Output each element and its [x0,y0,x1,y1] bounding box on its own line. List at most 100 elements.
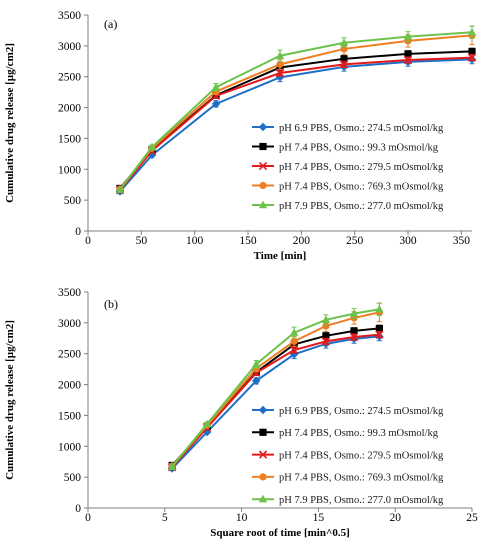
y-axis-title: Cumulative drug release [µg/cm2] [4,320,16,480]
legend-item: pH 7.4 PBS, Osmo.: 99.3 mOsmol/kg [252,428,439,439]
chart-panel-a: 0 500 1000 1500 2000 2500 3000 3500 0 50 100 150 200… [4,10,477,262]
legend-item: pH 7.4 PBS, Osmo.: 279.5 mOsmol/kg [252,162,444,173]
data-point [251,359,261,368]
data-point [350,327,358,335]
y-tick-label: 3000 [58,318,81,330]
y-tick-label: 1000 [58,164,81,176]
legend-item: pH 7.4 PBS, Osmo.: 279.5 mOsmol/kg [252,450,444,461]
series-2 [168,324,383,470]
x-tick-label: 100 [186,235,204,247]
legend-label: pH 7.4 PBS, Osmo.: 99.3 mOsmol/kg [279,142,439,153]
x-tick-label: 50 [136,235,148,247]
data-point-stroke-b [349,332,359,342]
data-point-stroke-b [339,60,349,69]
y-tick-label: 1500 [58,410,81,422]
series-line [171,335,380,470]
legend-swatch-marker [259,428,267,436]
legend-label: pH 7.4 PBS, Osmo.: 279.5 mOsmol/kg [279,450,444,461]
data-point [340,55,348,63]
data-point [403,32,413,40]
legend: pH 6.9 PBS, Osmo.: 274.5 mOsmol/kg pH 7.4… [252,122,444,212]
data-point [202,419,212,428]
data-point [289,328,299,336]
data-point [275,68,285,78]
x-axis-title: Time [min] [254,250,307,262]
panel-label: (b) [104,297,118,311]
legend-label: pH 6.9 PBS, Osmo.: 274.5 mOsmol/kg [279,406,444,417]
data-point [467,27,477,36]
legend-label: pH 7.4 PBS, Osmo.: 769.3 mOsmol/kg [279,181,444,192]
data-point [375,330,384,339]
data-point [375,304,384,313]
data-point [467,53,477,62]
series-5 [115,25,477,193]
data-point-stroke-b [467,53,477,62]
data-point [322,332,330,340]
x-tick-label: 10 [236,512,248,524]
data-point [340,45,348,53]
y-axis-title: Cumulative drug release [µg/cm2] [4,43,16,203]
y-tick-label: 2500 [58,349,81,361]
legend-label: pH 7.4 PBS, Osmo.: 769.3 mOsmol/kg [279,473,444,484]
series-5 [167,302,384,470]
data-point [339,38,349,46]
data-point [275,51,285,59]
legend-label: pH 7.9 PBS, Osmo.: 277.0 mOsmol/kg [279,201,444,212]
x-tick-label: 150 [239,235,257,247]
y-tick-label: 1000 [58,441,81,453]
legend: pH 6.9 PBS, Osmo.: 274.5 mOsmol/kg pH 7.4… [252,405,444,506]
legend-item: pH 7.9 PBS, Osmo.: 277.0 mOsmol/kg [252,200,444,212]
legend-item: pH 7.9 PBS, Osmo.: 277.0 mOsmol/kg [252,494,444,506]
legend-swatch-marker [259,473,267,481]
x-tick-label: 350 [453,235,471,247]
x-tick-label: 200 [293,235,311,247]
y-tick-label: 500 [64,472,82,484]
legend-label: pH 6.9 PBS, Osmo.: 274.5 mOsmol/kg [279,123,444,134]
y-tick-label: 2000 [58,103,81,115]
series-line [171,311,380,467]
legend-label: pH 7.4 PBS, Osmo.: 279.5 mOsmol/kg [279,162,444,173]
x-tick-label: 0 [85,235,91,247]
data-point [403,55,413,65]
data-point-stroke-b [289,345,299,355]
data-point [349,309,359,317]
legend-swatch-marker [258,200,268,209]
y-tick-label: 2500 [58,72,81,84]
legend-item: pH 7.4 PBS, Osmo.: 769.3 mOsmol/kg [252,181,444,192]
data-point [211,99,221,109]
data-point [375,324,383,333]
legend-swatch-marker-stroke-b [258,161,268,171]
legend-item: pH 6.9 PBS, Osmo.: 274.5 mOsmol/kg [252,122,444,134]
legend-label: pH 7.4 PBS, Osmo.: 99.3 mOsmol/kg [279,428,439,439]
data-point [276,60,284,68]
data-point-stroke-b [321,337,331,346]
legend-item: pH 6.9 PBS, Osmo.: 274.5 mOsmol/kg [252,405,444,417]
x-tick-label: 15 [313,512,325,524]
legend-swatch-marker [259,142,267,151]
data-point-stroke-b [375,330,384,339]
legend-swatch-marker [258,494,268,503]
legend-swatch-marker-stroke-b [258,450,268,459]
legend-label: pH 7.9 PBS, Osmo.: 277.0 mOsmol/kg [279,495,444,506]
data-point [322,322,330,330]
data-point [321,315,331,323]
data-point [211,82,221,91]
y-tick-label: 500 [64,195,82,207]
y-tick-label: 3500 [58,10,81,22]
panel-label: (a) [104,17,117,31]
legend-swatch-marker [259,181,267,190]
data-point-stroke-b [275,68,285,78]
chart-panel-b: 0 500 1000 1500 2000 2500 3000 3500 0 5 10 15 20 25 Sq… [4,287,478,539]
y-tick-label: 1500 [58,133,81,145]
y-tick-label: 2000 [58,380,81,392]
data-point [468,47,476,56]
data-point [147,142,157,151]
y-tick-label: 3000 [58,41,81,53]
legend-swatch-marker [258,161,268,171]
data-point [290,337,298,345]
legend-item: pH 7.4 PBS, Osmo.: 99.3 mOsmol/kg [252,142,439,153]
data-point [251,376,261,386]
x-tick-label: 5 [162,512,168,524]
y-tick-label: 0 [75,226,81,238]
